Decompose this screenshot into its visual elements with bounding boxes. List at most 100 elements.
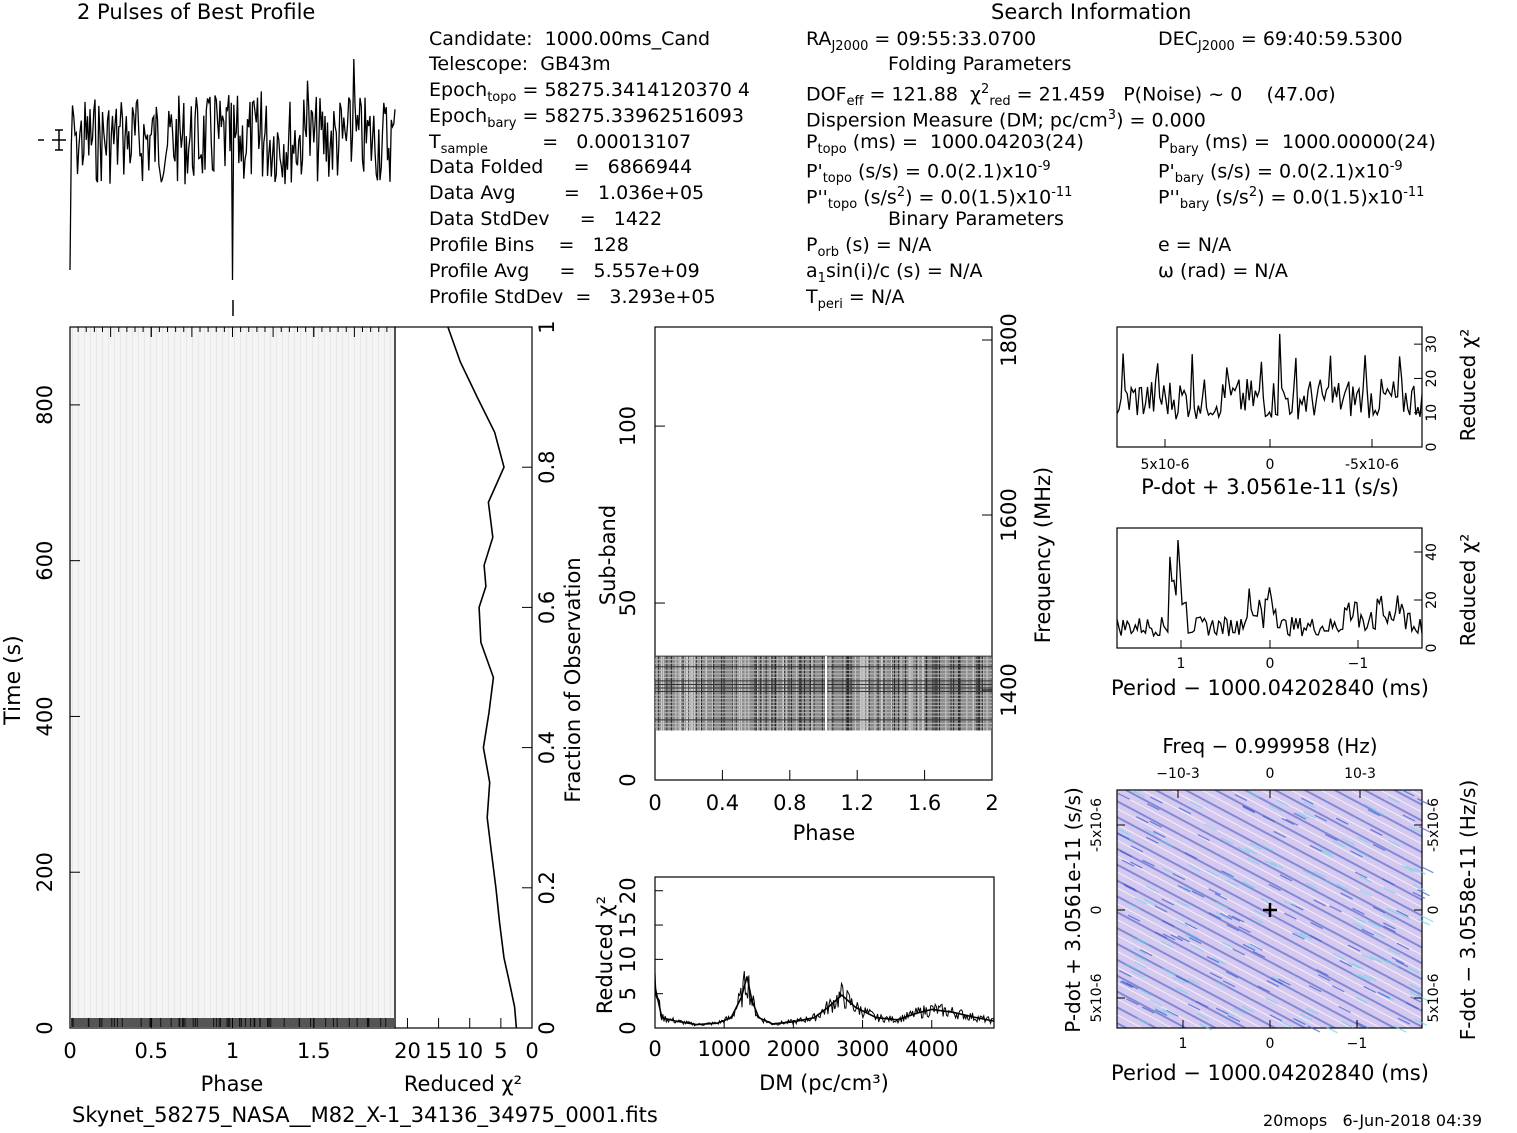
y-axis-label: Reduced χ²: [1456, 534, 1480, 647]
ppdot-speck: [1383, 886, 1396, 895]
info-data-stddev: Data StdDev = 1422: [429, 208, 663, 230]
ppdot-speck: [1149, 999, 1163, 1007]
info-dm: Dispersion Measure (DM; pc/cm3) = 0.000: [806, 108, 1206, 132]
ppdot-speck: [1417, 918, 1431, 926]
ppdot-speck: [1206, 869, 1219, 877]
ppdot-speck: [1347, 961, 1361, 969]
y-tick-label: -5x10-6: [1089, 798, 1105, 852]
y-tick-label: 100: [616, 406, 640, 446]
ppdot-speck: [1132, 790, 1145, 798]
ppdot-speck: [1363, 985, 1376, 994]
ppdot-speck: [1372, 843, 1386, 852]
ppdot-speck: [1412, 891, 1426, 899]
ppdot-speck: [1270, 861, 1284, 869]
ppdot-speck: [1402, 789, 1415, 797]
ppdot-speck: [1285, 818, 1299, 826]
ppdot-speck: [1154, 1008, 1168, 1017]
ppdot-speck: [1184, 851, 1198, 860]
ppdot-speck: [1418, 825, 1432, 834]
x-axis-label: Period − 1000.04202840 (ms): [1111, 1061, 1429, 1085]
footer-stamp: 20mops 6-Jun-2018 04:39: [1263, 1111, 1483, 1130]
dm-noise: [654, 971, 995, 1027]
info-telescope: Telescope: GB43m: [429, 53, 611, 75]
y-tick-label: 10: [1424, 404, 1440, 422]
ppdot-speck: [1226, 924, 1240, 932]
ppdot-speck: [1208, 888, 1221, 896]
ppdot-speck: [1358, 974, 1371, 982]
top-axis-label: Freq − 0.999958 (Hz): [1162, 734, 1377, 758]
x-tick-label: 15: [425, 1039, 452, 1063]
profile-title: 2 Pulses of Best Profile: [77, 0, 316, 24]
y-tick-label: 0.6: [535, 591, 559, 624]
ppdot-speck: [1190, 801, 1203, 809]
x-tick-label: 0.5: [135, 1039, 168, 1063]
x-tick-label: 0: [1266, 656, 1275, 672]
ppdot-speck: [1154, 1006, 1167, 1015]
ppdot-speck: [1257, 985, 1271, 993]
ppdot-speck: [1355, 996, 1368, 1004]
info-pdtopo: P'topo (s/s) = 0.0(2.1)x10-9: [806, 159, 1051, 187]
ppdot-speck: [1292, 1017, 1306, 1025]
ppdot-speck: [1187, 864, 1201, 872]
ppdot-speck: [1161, 968, 1174, 976]
ppdot-speck: [1301, 797, 1314, 805]
ppdot-speck: [1214, 892, 1228, 901]
ppdot-speck: [1135, 816, 1149, 824]
ppdot-speck: [1222, 1009, 1235, 1018]
ppdot-speck: [1221, 941, 1235, 949]
ppdot-speck: [1391, 956, 1405, 965]
info-profile-bins: Profile Bins = 128: [429, 234, 629, 256]
ppdot-speck: [1118, 969, 1132, 978]
ppdot-speck: [1387, 796, 1401, 804]
ppdot-speck: [1266, 980, 1280, 988]
y-tick-label: 30: [1424, 335, 1440, 353]
ppdot-speck: [1188, 937, 1202, 945]
ppdot-speck: [1296, 811, 1309, 819]
ppdot-speck: [1310, 921, 1323, 930]
ppdot-speck: [1405, 865, 1418, 873]
right-axis-label: F-dot − 3.0558e-11 (Hz/s): [1456, 780, 1480, 1041]
ppdot-speck: [1335, 817, 1349, 825]
ppdot-speck: [1237, 846, 1251, 854]
ppdot-speck: [1325, 879, 1339, 887]
y-tick-label: 400: [33, 696, 57, 736]
ppdot-speck: [1352, 972, 1365, 980]
x-tick-label: 2: [985, 791, 998, 815]
ppdot-speck: [1244, 847, 1258, 855]
ppdot-speck: [1386, 907, 1399, 915]
ppdot-speck: [1170, 934, 1184, 942]
ppdot-speck: [1355, 849, 1369, 857]
x-tick-label: 0: [63, 1039, 76, 1063]
info-folding-title: Folding Parameters: [888, 53, 1072, 75]
ppdot-speck: [1124, 884, 1138, 893]
ppdot-speck: [1252, 950, 1266, 958]
ppdot-speck: [1321, 850, 1335, 859]
x-axis-label: Reduced χ²: [404, 1072, 522, 1096]
ppdot-speck: [1382, 913, 1396, 921]
ppdot-speck: [1121, 859, 1135, 867]
ppdot-speck: [1121, 980, 1135, 988]
ppdot-speck: [1367, 809, 1381, 817]
info-data-avg: Data Avg = 1.036e+05: [429, 182, 705, 204]
info-a1sin: a1sin(i)/c (s) = N/A: [806, 260, 983, 286]
ppdot-speck: [1265, 997, 1279, 1005]
ppdot-speck: [1396, 942, 1410, 950]
dm-line: [654, 976, 995, 1026]
ppdot-speck: [1197, 833, 1210, 842]
x-tick-label: 0: [1266, 1036, 1275, 1052]
ppdot-speck: [1127, 914, 1141, 922]
right-tick-label: -5x10-6: [1426, 798, 1442, 852]
info-binary-title: Binary Parameters: [888, 208, 1064, 230]
ppdot-speck: [1250, 916, 1263, 924]
ppdot-speck: [1279, 874, 1293, 882]
ppdot-speck: [1363, 803, 1377, 811]
ppdot-speck: [1153, 830, 1166, 838]
ppdot-speck: [1307, 1025, 1321, 1033]
ppdot-speck: [1313, 899, 1326, 907]
ppdot-speck: [1231, 915, 1245, 923]
ppdot-speck: [1299, 932, 1312, 940]
ppdot-speck: [1387, 839, 1401, 848]
x-tick-label: 0: [525, 1039, 538, 1063]
ppdot-speck: [1162, 933, 1176, 941]
